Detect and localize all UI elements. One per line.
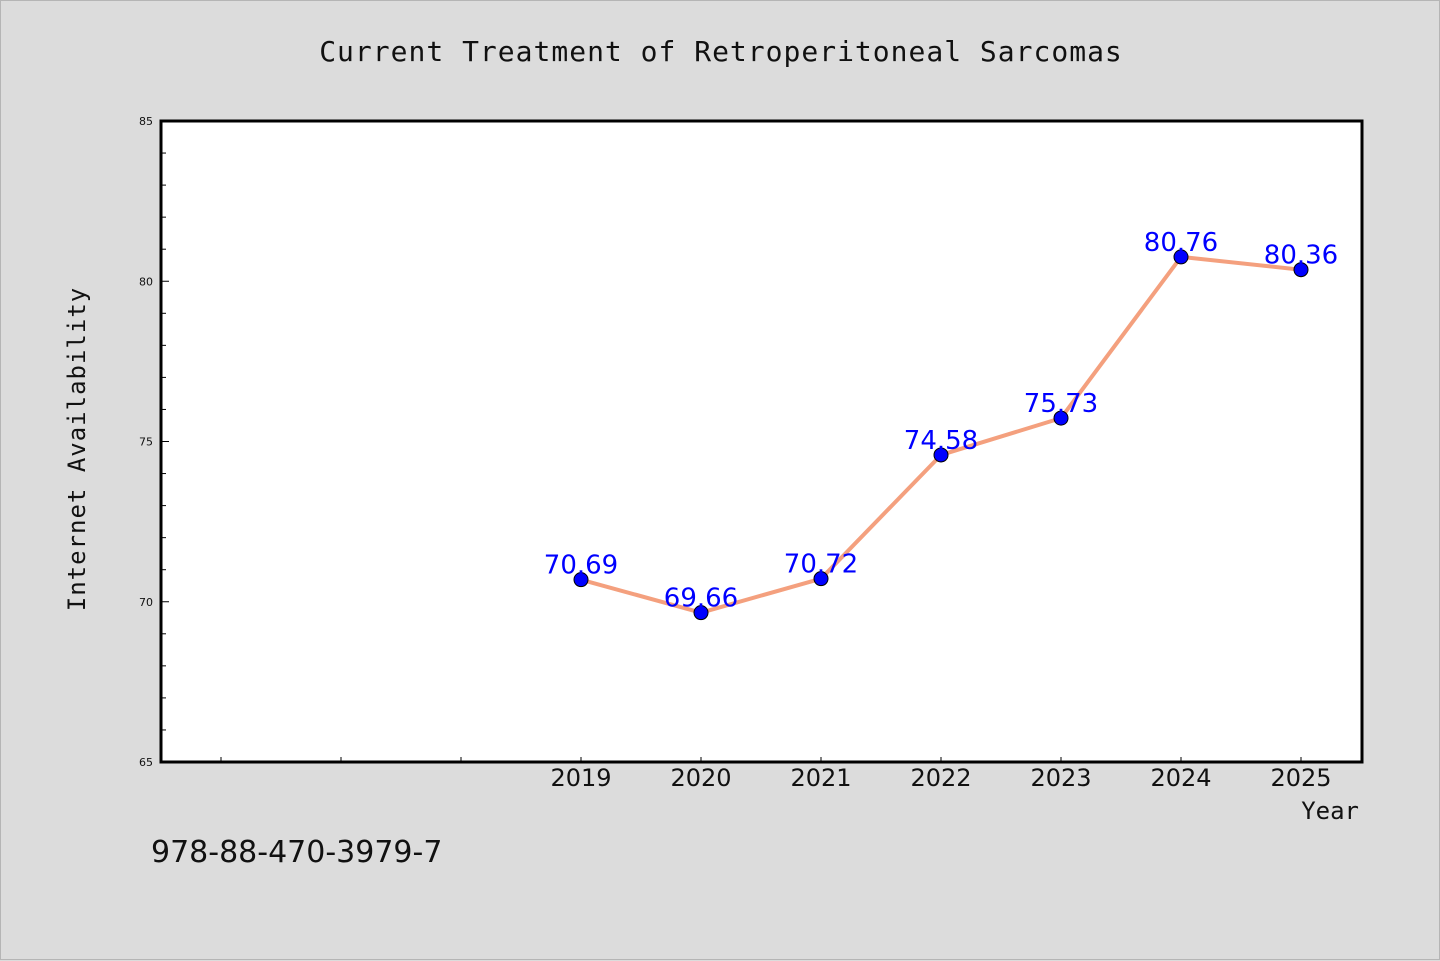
data-point bbox=[933, 447, 949, 463]
x-tick-label: 2023 bbox=[1030, 764, 1091, 792]
y-tick-label: 75 bbox=[139, 436, 153, 449]
data-point bbox=[693, 605, 709, 621]
x-tick-label: 2022 bbox=[910, 764, 971, 792]
x-axis-ticks: 2019 2020 2021 2022 2023 2024 2025 bbox=[220, 757, 1332, 792]
y-axis-ticks: 65 70 75 80 85 bbox=[139, 115, 169, 769]
x-tick-label: 2021 bbox=[790, 764, 851, 792]
data-point bbox=[1173, 249, 1189, 265]
data-labels: 70.69 69.66 70.72 74.58 75.73 80.76 80.36 bbox=[544, 228, 1338, 614]
x-tick-label: 2024 bbox=[1150, 764, 1211, 792]
data-point bbox=[1293, 262, 1309, 278]
data-label: 70.72 bbox=[784, 550, 858, 580]
x-axis-label: Year bbox=[1301, 797, 1359, 825]
y-tick-label: 70 bbox=[139, 596, 153, 609]
x-tick-label: 2019 bbox=[550, 764, 611, 792]
data-label: 69.66 bbox=[664, 584, 738, 614]
data-point bbox=[1053, 410, 1069, 426]
data-point bbox=[813, 571, 829, 587]
x-tick-label: 2025 bbox=[1270, 764, 1331, 792]
x-tick-label: 2020 bbox=[670, 764, 731, 792]
data-point bbox=[573, 572, 589, 588]
data-label: 70.69 bbox=[544, 551, 618, 581]
y-tick-label: 80 bbox=[139, 275, 153, 288]
data-label: 80.36 bbox=[1264, 241, 1338, 271]
isbn-text: 978-88-470-3979-7 bbox=[151, 835, 443, 870]
y-tick-label: 85 bbox=[139, 115, 153, 128]
chart-title: Current Treatment of Retroperitoneal Sar… bbox=[319, 35, 1123, 68]
data-label: 75.73 bbox=[1024, 389, 1098, 419]
series-group bbox=[573, 249, 1309, 621]
data-label: 74.58 bbox=[904, 426, 978, 456]
plot-area bbox=[159, 119, 1364, 764]
data-label: 80.76 bbox=[1144, 228, 1218, 258]
y-tick-label: 65 bbox=[139, 756, 153, 769]
